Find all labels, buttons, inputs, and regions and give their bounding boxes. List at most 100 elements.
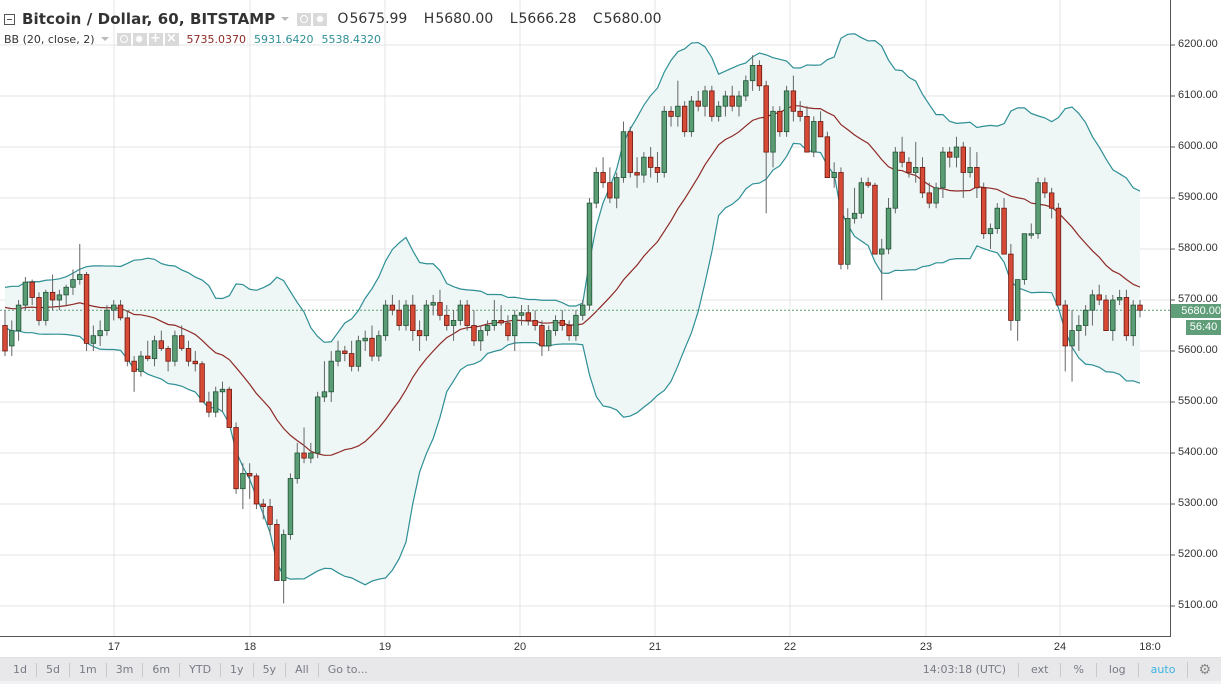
- down-candle: [668, 110, 674, 117]
- up-candle: [151, 340, 158, 360]
- down-candle: [1008, 253, 1014, 321]
- down-candle: [763, 85, 769, 153]
- collapse-legend-icon[interactable]: [4, 13, 15, 25]
- bb-upper-value: 5931.6420: [254, 32, 314, 46]
- eye-icon[interactable]: [297, 12, 312, 26]
- price-tick-label: 5700.00: [1178, 293, 1218, 305]
- down-candle: [607, 182, 613, 199]
- high-value: 5680.00: [435, 11, 494, 27]
- down-candle: [274, 524, 280, 581]
- time-tick-label: 23: [919, 641, 933, 653]
- time-tick-label: 17: [107, 641, 121, 653]
- down-candle: [729, 95, 735, 107]
- down-candle: [566, 325, 572, 337]
- down-candle: [872, 184, 878, 255]
- down-candle: [654, 166, 661, 173]
- bottom-toolbar: 1d 5d 1m 3m 6m YTD 1y 5y All Go to... 14:03:18 (U…: [0, 657, 1221, 682]
- up-candle: [736, 95, 742, 107]
- range-button-1d[interactable]: 1d: [4, 663, 37, 677]
- time-tick-label: 19: [378, 641, 392, 653]
- down-candle: [960, 146, 966, 173]
- last-price-label: 5680.00: [1171, 304, 1221, 318]
- up-candle: [620, 131, 627, 178]
- up-candle: [661, 110, 667, 173]
- up-candle: [22, 281, 29, 306]
- ohlc-values: O5675.99 H5680.00 L5666.28 C5680.00: [337, 11, 673, 27]
- up-candle: [913, 166, 919, 173]
- down-candle: [980, 187, 987, 235]
- down-candle: [117, 304, 124, 319]
- up-candle: [403, 304, 409, 326]
- down-candle: [233, 427, 239, 490]
- range-button-6m[interactable]: 6m: [143, 663, 181, 677]
- down-candle: [505, 322, 511, 337]
- chevron-down-icon[interactable]: [100, 37, 109, 41]
- up-candle: [314, 396, 321, 454]
- up-candle: [933, 187, 939, 204]
- settings-icon[interactable]: ✹: [313, 12, 328, 26]
- eye-icon[interactable]: [116, 32, 131, 46]
- range-button-goto[interactable]: Go to...: [327, 663, 368, 676]
- up-candle: [892, 151, 899, 209]
- up-candle: [851, 212, 858, 219]
- range-button-5d[interactable]: 5d: [37, 663, 70, 677]
- down-candle: [1062, 304, 1068, 347]
- down-candle: [145, 355, 151, 360]
- down-candle: [165, 348, 171, 362]
- down-candle: [790, 90, 797, 112]
- range-button-3m[interactable]: 3m: [107, 663, 144, 677]
- down-candle: [348, 353, 355, 367]
- down-candle: [199, 363, 205, 403]
- symbol-title[interactable]: Bitcoin / Dollar, 60, BITSTAMP: [22, 10, 276, 28]
- up-candle: [212, 391, 219, 413]
- range-button-ytd[interactable]: YTD: [180, 663, 222, 677]
- range-button-1y[interactable]: 1y: [221, 663, 254, 677]
- indicator-title[interactable]: BB (20, close, 2): [4, 32, 95, 46]
- down-candle: [817, 121, 824, 138]
- down-candle: [2, 325, 8, 352]
- down-candle: [525, 312, 532, 321]
- percent-scale-toggle[interactable]: %: [1060, 663, 1095, 677]
- up-candle: [1089, 294, 1096, 311]
- up-candle: [77, 274, 83, 280]
- range-button-5y[interactable]: 5y: [254, 663, 287, 677]
- chart-legend: Bitcoin / Dollar, 60, BITSTAMP ✹ O5675.9…: [4, 8, 674, 48]
- time-tick-label: 18:0: [1139, 641, 1161, 653]
- clock-display[interactable]: 14:03:18 (UTC): [922, 663, 1007, 676]
- bb-lower-line: [4, 142, 1141, 586]
- down-candle: [947, 151, 953, 158]
- up-candle: [613, 177, 620, 199]
- low-label: L: [509, 11, 518, 27]
- range-button-1m[interactable]: 1m: [70, 663, 107, 677]
- up-candle: [1021, 233, 1028, 280]
- auto-scale-toggle[interactable]: auto: [1137, 663, 1188, 677]
- down-candle: [1123, 297, 1130, 337]
- up-candle: [382, 304, 389, 337]
- up-candle: [749, 65, 756, 82]
- up-candle: [579, 304, 586, 316]
- price-tick-label: 5100.00: [1178, 599, 1218, 611]
- down-candle: [369, 337, 375, 357]
- log-scale-toggle[interactable]: log: [1095, 663, 1138, 677]
- up-candle: [743, 80, 749, 97]
- open-label: O: [337, 11, 349, 27]
- down-candle: [29, 281, 35, 298]
- up-candle: [104, 309, 110, 332]
- down-candle: [1042, 182, 1048, 194]
- down-candle: [416, 330, 423, 337]
- bollinger-bands: [4, 33, 1141, 586]
- chevron-down-icon[interactable]: [281, 17, 290, 21]
- range-button-all[interactable]: All: [286, 663, 319, 677]
- up-candle: [518, 312, 525, 316]
- settings-icon[interactable]: ⚙: [1187, 662, 1221, 678]
- down-candle: [1048, 192, 1055, 209]
- plus-icon[interactable]: +: [148, 30, 163, 46]
- close-icon[interactable]: ×: [164, 30, 179, 46]
- down-candle: [185, 348, 192, 362]
- up-candle: [70, 279, 76, 288]
- down-candle: [919, 166, 926, 194]
- up-candle: [879, 248, 885, 255]
- settings-icon[interactable]: ✹: [132, 32, 147, 46]
- extended-hours-toggle[interactable]: ext: [1018, 663, 1060, 677]
